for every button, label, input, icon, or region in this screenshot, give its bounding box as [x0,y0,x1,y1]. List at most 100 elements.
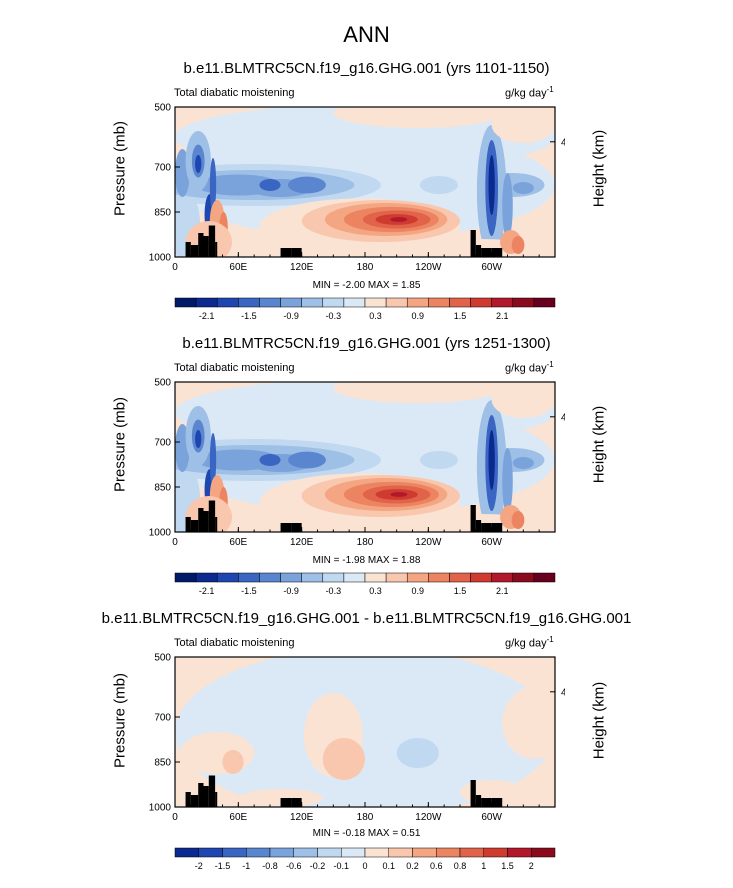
contour-region [259,454,281,466]
panel-1-title: b.e11.BLMTRC5CN.f19_g16.GHG.001 (yrs 110… [183,60,550,77]
terrain-mask [208,225,216,257]
y2-tick-label: 4 [561,137,565,148]
colorbar-swatch [238,572,260,583]
contour-region [259,179,281,191]
terrain-mask [208,775,216,807]
terrain-mask [280,248,292,257]
colorbar-label: 0.3 [369,586,382,596]
terrain-mask [470,505,476,532]
terrain-mask [291,523,302,532]
colorbar-swatch [301,297,324,308]
x-tick-label: 60W [481,812,502,820]
colorbar-swatch [216,297,239,308]
colorbar-label: 0.8 [454,861,467,871]
terrain-mask [291,248,302,257]
terrain-mask [291,798,302,807]
x-tick-label: 180 [357,812,374,820]
colorbar-label: 0.3 [369,311,382,321]
colorbar-swatch [195,297,218,308]
main-title: ANN [343,22,390,47]
contour-region [333,382,503,403]
panel-2-units: g/kg day-1 [505,360,554,375]
y-tick-label: 700 [154,163,171,174]
contour-region [222,750,244,774]
panel-1-colorbar: -2.1 -1.5 -0.9 -0.3 0.3 0.9 1.5 2.1 [174,297,556,321]
contour-region [502,448,513,514]
y-tick-label: 850 [154,483,171,494]
colorbar-swatch [385,297,408,308]
y-tick-label: 850 [154,758,171,769]
colorbar-swatch [533,572,556,583]
colorbar-swatch [322,572,345,583]
colorbar-swatch [301,572,324,583]
colorbar-swatch [343,572,366,583]
colorbar-swatch [364,847,389,858]
terrain-mask [190,520,199,532]
terrain-mask [203,236,209,257]
y-tick-label: 500 [154,103,171,114]
y-tick-label: 1000 [149,253,172,264]
panel-3-colorbar: -2 -1.5 -1 -0.8 -0.6 -0.2 -0.1 0 0.1 0.2 0.6 0.8 1 1.… [174,847,556,871]
terrain-mask [280,523,292,532]
x-tick-label: 180 [357,537,374,545]
x-tick-label: 0 [172,262,178,270]
terrain-mask [185,792,191,807]
panel-1-y-axis-label: Pressure (mb) [111,120,129,217]
colorbar-label: 1.5 [454,586,467,596]
terrain-mask [198,508,204,532]
panel-3-plot: 500 700 850 1000 4 0 60E 120E 180 120W 60W [149,653,565,821]
colorbar-label: -2.1 [199,586,215,596]
colorbar-swatch [533,297,556,308]
x-tick-label: 60W [481,537,502,545]
colorbar-swatch [470,572,492,583]
panel-2-colorbar: -2.1 -1.5 -0.9 -0.3 0.3 0.9 1.5 2.1 [174,572,556,596]
x-tick-label: 60W [481,262,502,270]
colorbar-label: -0.9 [283,586,299,596]
colorbar-swatch [470,297,492,308]
colorbar-label: -1.5 [241,586,257,596]
x-tick-label: 120W [415,537,442,545]
panel-2-plot: 500 700 850 1000 4 0 60E 120E 180 120W 60W [149,378,565,546]
contour-region [488,155,495,215]
colorbar-label: -0.6 [286,861,302,871]
panel-2-title: b.e11.BLMTRC5CN.f19_g16.GHG.001 (yrs 125… [182,335,551,352]
panel-3-min-max: MIN = -0.18 MAX = 0.51 [312,828,421,839]
colorbar-label: 0.1 [382,861,395,871]
colorbar-swatch [364,297,387,308]
terrain-mask [475,245,482,257]
contour-region [491,107,555,143]
colorbar-swatch [428,297,450,308]
colorbar-swatch [406,572,429,583]
colorbar-swatch [293,847,318,858]
contour-region [419,176,458,194]
terrain-mask [215,242,218,257]
colorbar-swatch [385,572,408,583]
colorbar-swatch [512,572,535,583]
colorbar-label: -0.9 [283,311,299,321]
colorbar-swatch [436,847,461,858]
terrain-mask [215,792,218,807]
colorbar-swatch [238,297,260,308]
colorbar-label: -2 [195,861,203,871]
colorbar-label: -0.3 [326,311,342,321]
colorbar-swatch [198,847,223,858]
colorbar-swatch [259,572,281,583]
colorbar-swatch [491,297,514,308]
colorbar-label: 2.1 [496,586,509,596]
contour-region [195,155,202,173]
terrain-mask [190,795,199,807]
colorbar-swatch [246,847,271,858]
colorbar-swatch [343,297,366,308]
x-tick-label: 60E [229,537,247,545]
colorbar-label: -1.5 [215,861,231,871]
colorbar-swatch [449,572,471,583]
x-tick-label: 120W [415,262,442,270]
y-tick-label: 700 [154,438,171,449]
contour-region [419,451,458,469]
panel-2-left-label: Total diabatic moistening [174,362,295,374]
terrain-mask [470,230,476,257]
colorbar-swatch [388,847,413,858]
colorbar-swatch [512,297,535,308]
colorbar-label: -2.1 [199,311,215,321]
panel-3-left-label: Total diabatic moistening [174,637,295,649]
